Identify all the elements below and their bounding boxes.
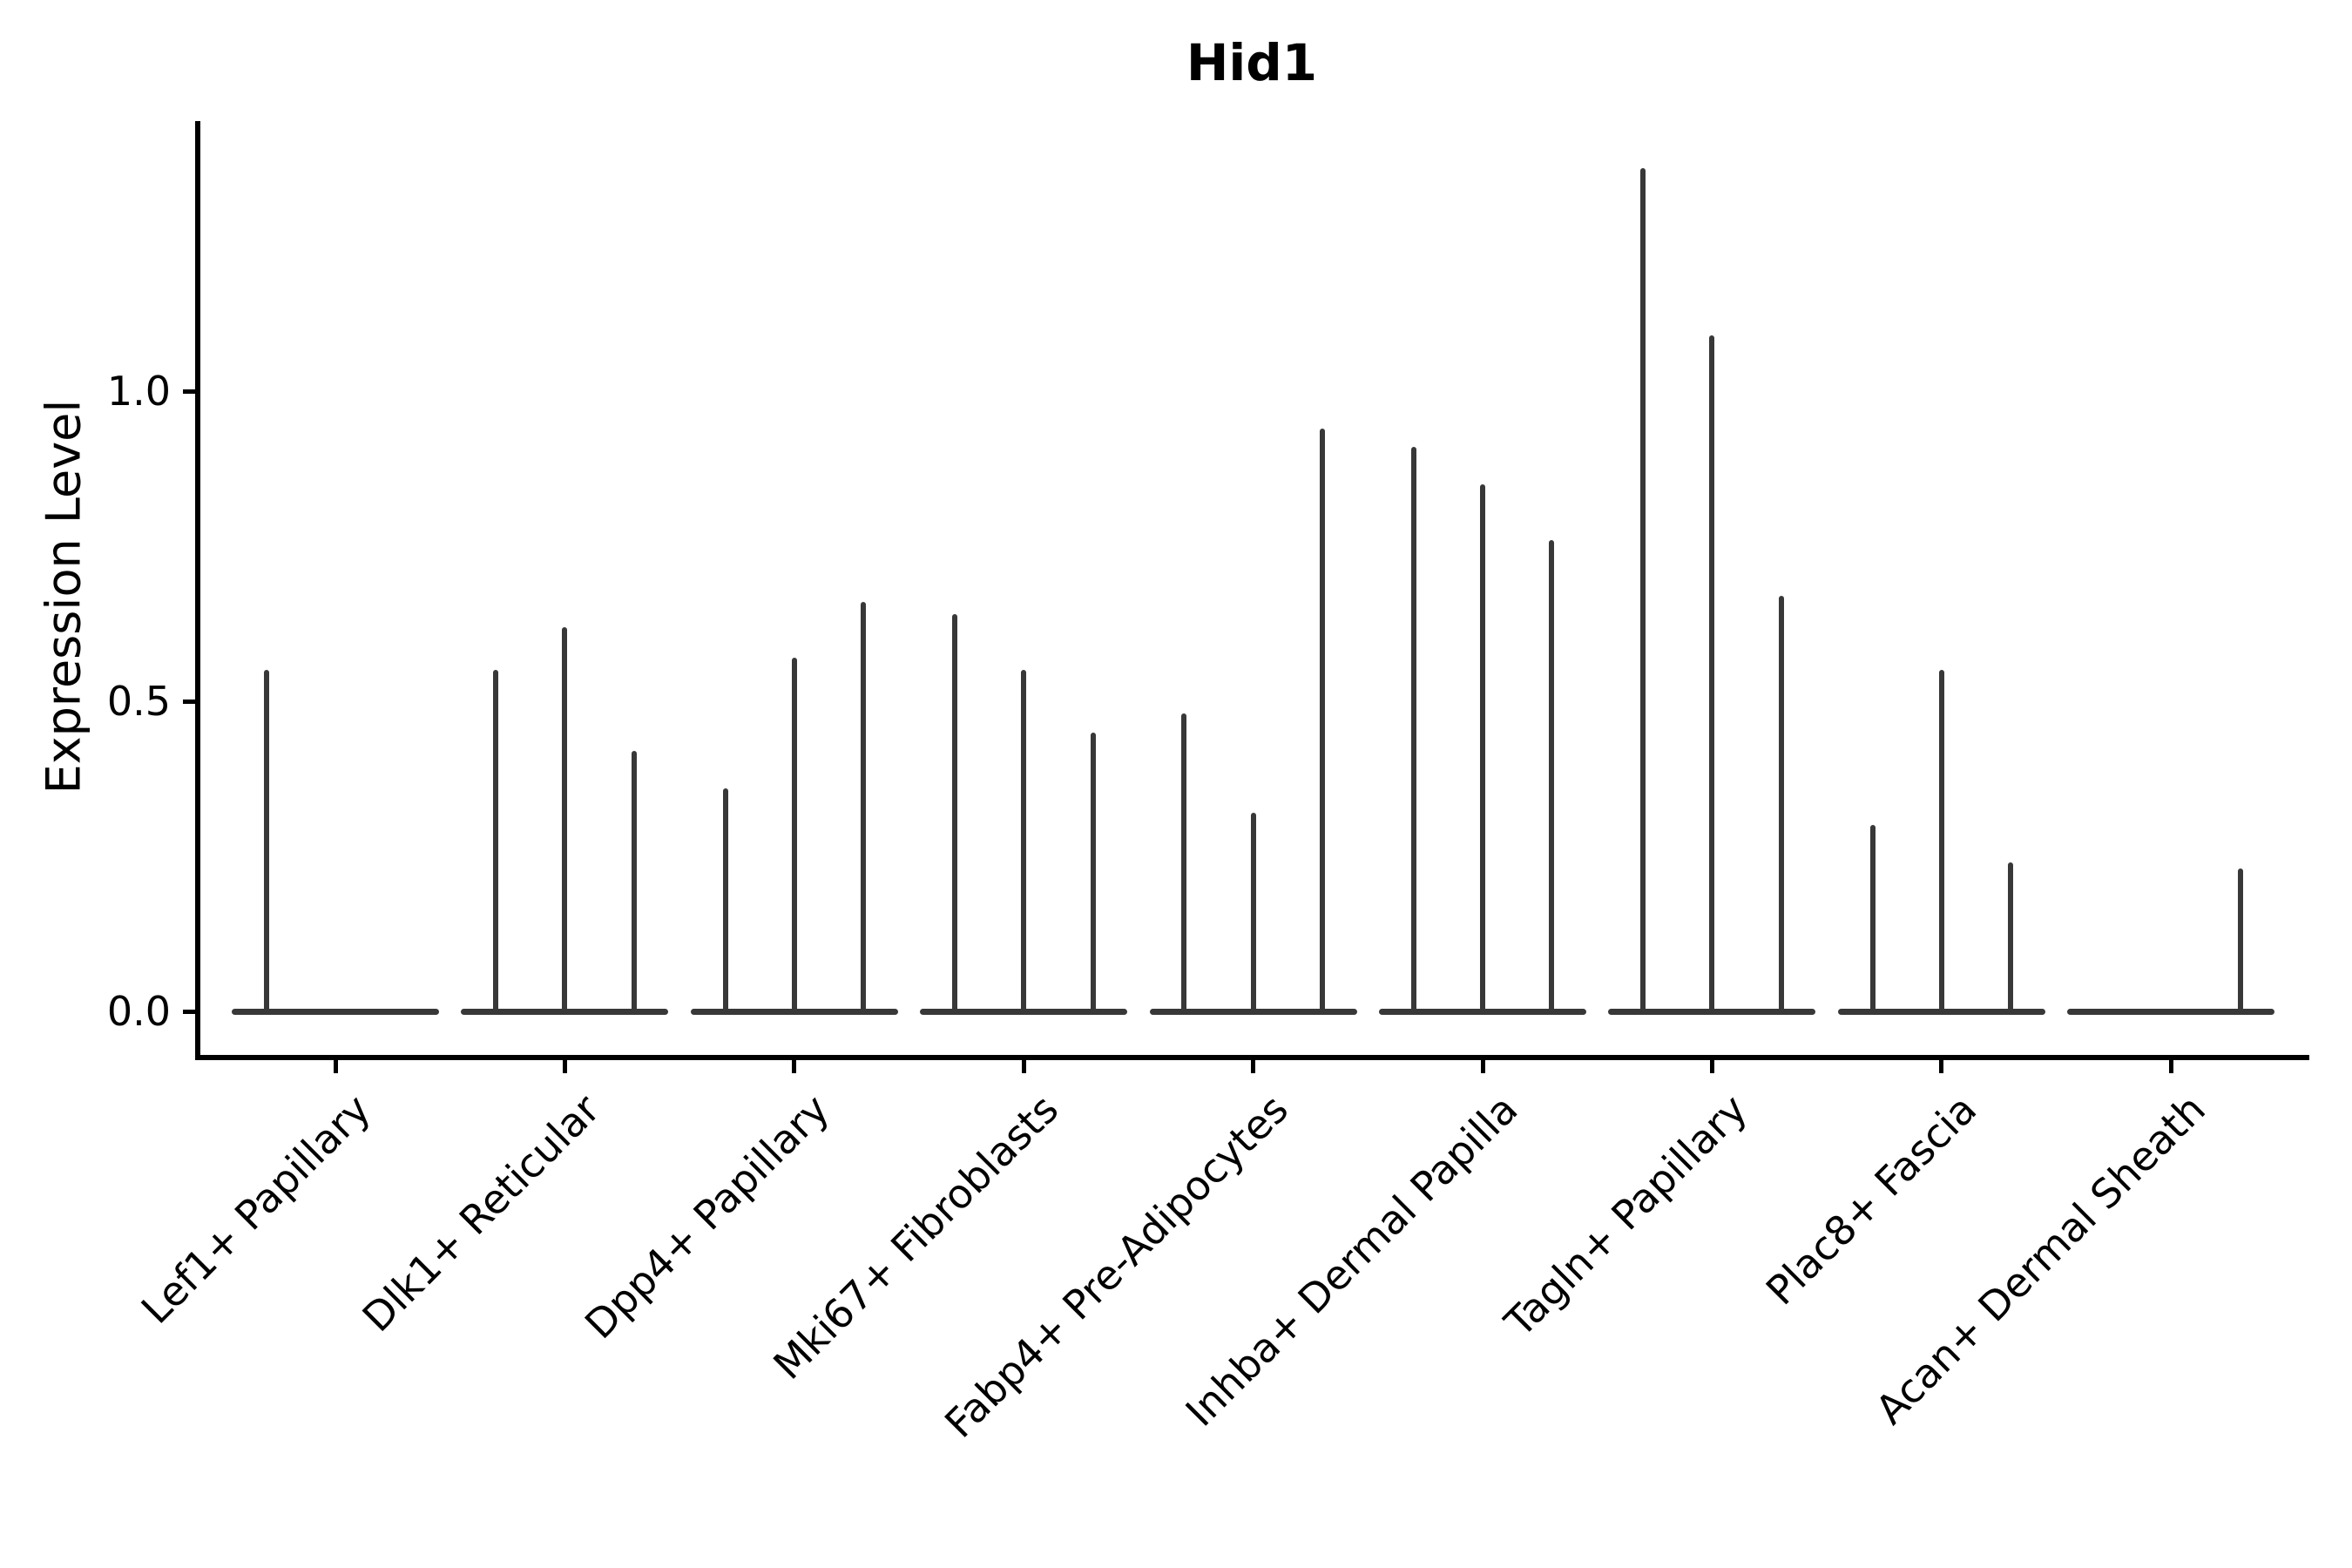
violin-spike <box>493 670 499 1011</box>
violin-spike <box>263 670 269 1011</box>
violin-baseline <box>232 1008 439 1015</box>
violin-spike <box>861 602 867 1011</box>
x-tick <box>1939 1060 1944 1073</box>
violin-spike <box>1549 539 1555 1011</box>
violin-spike <box>2008 862 2014 1011</box>
violin-baseline <box>461 1008 669 1015</box>
violin-spike <box>631 750 637 1011</box>
y-tick <box>183 389 196 394</box>
y-tick-label: 0.0 <box>106 988 171 1035</box>
x-axis-category-label: Dpp4+ Papillary <box>575 1085 838 1348</box>
violin-spike <box>1480 483 1485 1011</box>
violin-spike <box>1640 167 1646 1011</box>
y-tick <box>183 699 196 704</box>
violin-spike <box>1709 335 1715 1011</box>
violin-spike <box>1410 447 1416 1011</box>
violin-spike <box>1938 670 1944 1011</box>
violin-baseline <box>1379 1008 1586 1015</box>
x-axis-category-label: Lef1+ Papillary <box>132 1085 380 1333</box>
x-tick <box>1251 1060 1256 1073</box>
y-tick-label: 1.0 <box>106 368 171 415</box>
violin-baseline <box>920 1008 1128 1015</box>
violin-spike <box>1869 825 1876 1011</box>
x-tick <box>1709 1060 1714 1073</box>
violin-spike <box>1021 670 1027 1011</box>
violin-spike <box>1250 813 1256 1011</box>
violin-spike <box>1181 713 1187 1011</box>
violin-baseline <box>2067 1008 2275 1015</box>
violin-spike <box>562 626 568 1011</box>
violin-spike <box>1090 732 1096 1011</box>
plot-title: Hid1 <box>1186 33 1318 92</box>
x-axis-category-label: Plac8+ Fascia <box>1756 1085 1985 1315</box>
violin-baseline <box>1149 1008 1357 1015</box>
y-tick-label: 0.5 <box>106 678 171 725</box>
violin-spike <box>1319 428 1325 1011</box>
x-tick <box>1021 1060 1026 1073</box>
violin-spike <box>2237 868 2243 1011</box>
violin-spike <box>722 787 728 1011</box>
x-axis-category-label: Dlk1+ Reticular <box>353 1085 609 1342</box>
violin-baseline <box>1608 1008 1816 1015</box>
x-tick <box>562 1060 567 1073</box>
x-tick <box>2168 1060 2173 1073</box>
y-axis-label: Expression Level <box>36 399 91 794</box>
violin-baseline <box>690 1008 898 1015</box>
y-tick <box>183 1009 196 1014</box>
x-tick <box>792 1060 797 1073</box>
violin-spike <box>791 658 797 1011</box>
x-axis-category-label: Tagln+ Papillary <box>1495 1085 1756 1346</box>
x-tick <box>333 1060 338 1073</box>
y-axis-spine <box>195 121 200 1060</box>
violin-baseline <box>1837 1008 2045 1015</box>
x-axis-spine <box>195 1055 2309 1060</box>
violin-spike <box>1778 595 1784 1011</box>
violin-spike <box>951 614 957 1011</box>
x-tick <box>1480 1060 1485 1073</box>
